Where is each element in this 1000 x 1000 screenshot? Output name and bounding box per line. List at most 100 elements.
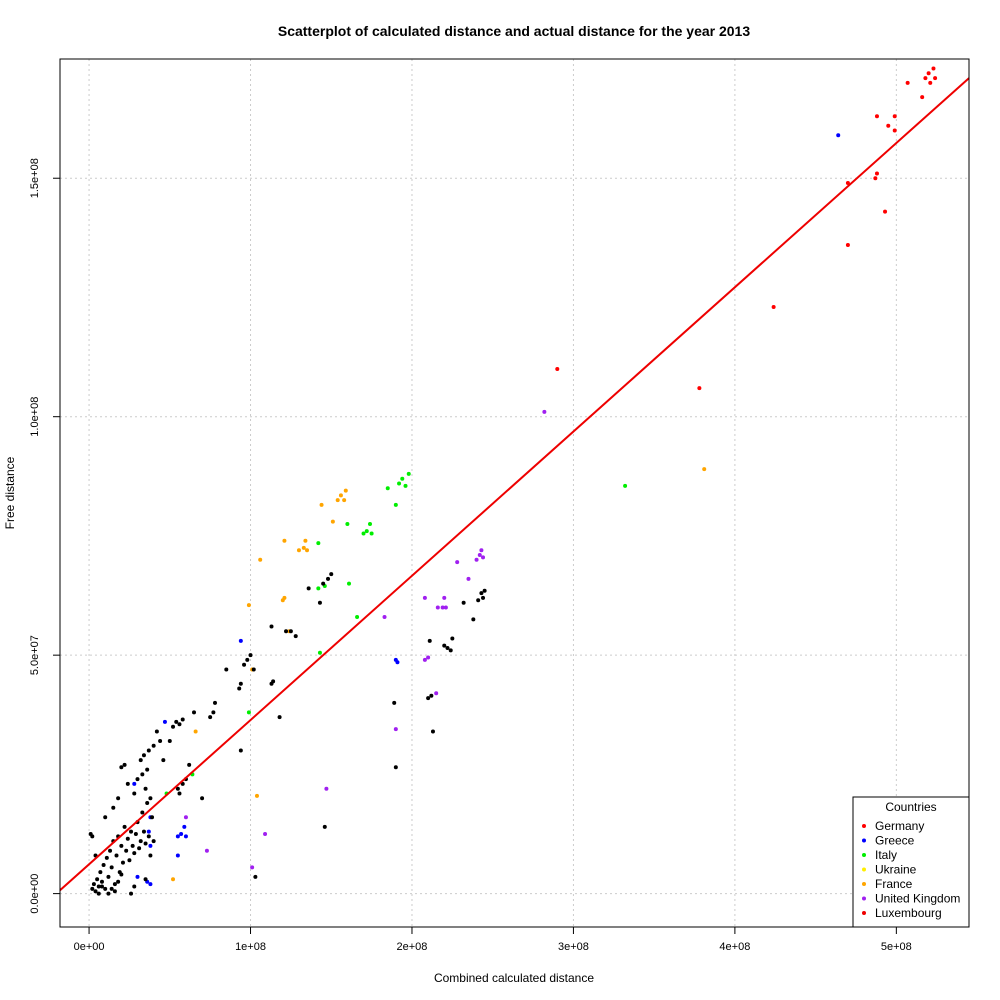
data-point xyxy=(137,846,142,851)
data-point xyxy=(167,739,172,743)
data-point xyxy=(224,667,229,672)
data-point xyxy=(479,591,484,596)
data-point xyxy=(171,724,176,729)
data-point xyxy=(555,367,560,371)
data-point xyxy=(146,829,151,834)
legend-marker xyxy=(862,896,866,901)
data-point xyxy=(338,493,343,498)
legend-label: Greece xyxy=(875,834,915,848)
data-point xyxy=(119,872,124,877)
data-point xyxy=(329,572,334,577)
data-point xyxy=(251,667,256,672)
data-point xyxy=(392,700,397,705)
chart-title: Scatterplot of calculated distance and a… xyxy=(278,23,750,39)
data-point xyxy=(303,538,308,543)
data-point xyxy=(132,791,137,796)
data-point xyxy=(319,502,324,507)
legend-marker xyxy=(862,867,866,872)
x-tick-label: 4e+08 xyxy=(719,941,750,953)
data-point xyxy=(369,531,374,536)
data-point xyxy=(316,586,321,591)
x-axis: 0e+00 1e+08 2e+08 3e+08 4e+08 5e+08 xyxy=(74,926,912,953)
data-point xyxy=(450,636,455,641)
data-point xyxy=(106,874,111,879)
data-point xyxy=(145,801,150,805)
data-point xyxy=(140,810,145,815)
data-point xyxy=(284,629,289,634)
y-axis: 0.0e+00 5.0e+07 1.0e+08 1.5e+08 xyxy=(29,158,61,914)
x-tick-label: 1e+08 xyxy=(235,941,266,953)
data-point xyxy=(238,638,243,643)
data-point xyxy=(179,832,184,836)
data-point xyxy=(238,681,243,686)
data-point xyxy=(448,648,453,653)
data-point xyxy=(151,839,156,844)
data-point xyxy=(926,71,931,76)
data-point xyxy=(305,548,310,553)
data-point xyxy=(397,481,402,486)
x-tick-label: 0e+00 xyxy=(74,941,105,953)
data-point xyxy=(143,877,148,882)
data-point xyxy=(138,839,143,844)
data-point xyxy=(481,595,486,600)
data-point xyxy=(90,834,95,839)
regression-line-group xyxy=(59,77,970,892)
data-point xyxy=(246,603,251,608)
data-point xyxy=(187,762,192,767)
data-point xyxy=(109,865,114,870)
data-point xyxy=(175,834,180,839)
data-point xyxy=(445,646,450,650)
data-point xyxy=(296,548,301,553)
data-point xyxy=(104,855,109,860)
data-point xyxy=(211,710,216,715)
x-tick-label: 3e+08 xyxy=(558,941,589,953)
data-point xyxy=(347,581,352,586)
data-point xyxy=(133,832,138,836)
legend-label: United Kingdom xyxy=(875,892,960,906)
data-point xyxy=(326,576,331,581)
legend-label: Germany xyxy=(875,819,924,833)
data-point xyxy=(422,595,427,600)
data-point xyxy=(367,522,372,526)
regression-line xyxy=(59,77,970,892)
data-point xyxy=(474,557,479,562)
data-point xyxy=(364,529,369,534)
data-point xyxy=(183,815,188,820)
data-point xyxy=(116,796,121,801)
data-point xyxy=(482,588,487,593)
y-tick-label: 1.5e+08 xyxy=(29,158,41,198)
data-point xyxy=(477,553,482,557)
data-point xyxy=(135,874,140,879)
data-point xyxy=(174,719,179,724)
legend-marker xyxy=(862,911,866,915)
data-point xyxy=(129,829,134,834)
data-point xyxy=(886,123,891,128)
data-point xyxy=(321,581,326,586)
data-point xyxy=(301,545,306,550)
data-point xyxy=(422,657,427,662)
data-point xyxy=(461,600,466,605)
data-point xyxy=(702,467,707,472)
data-point xyxy=(161,758,166,763)
data-point xyxy=(246,710,251,715)
data-point xyxy=(90,886,95,891)
data-point xyxy=(343,488,348,493)
legend-box xyxy=(852,796,970,928)
data-point xyxy=(177,791,182,796)
data-point xyxy=(193,729,198,734)
data-point xyxy=(400,476,405,481)
data-point xyxy=(905,80,910,85)
data-point xyxy=(143,786,148,791)
data-point xyxy=(175,786,180,791)
data-point xyxy=(263,832,268,836)
data-point xyxy=(99,884,104,889)
legend-marker xyxy=(862,838,866,843)
legend-marker xyxy=(862,824,866,828)
data-point xyxy=(845,243,850,247)
data-point xyxy=(116,879,121,884)
data-point xyxy=(108,848,113,853)
data-point xyxy=(138,758,143,763)
data-point xyxy=(434,691,439,696)
data-point xyxy=(442,643,447,648)
